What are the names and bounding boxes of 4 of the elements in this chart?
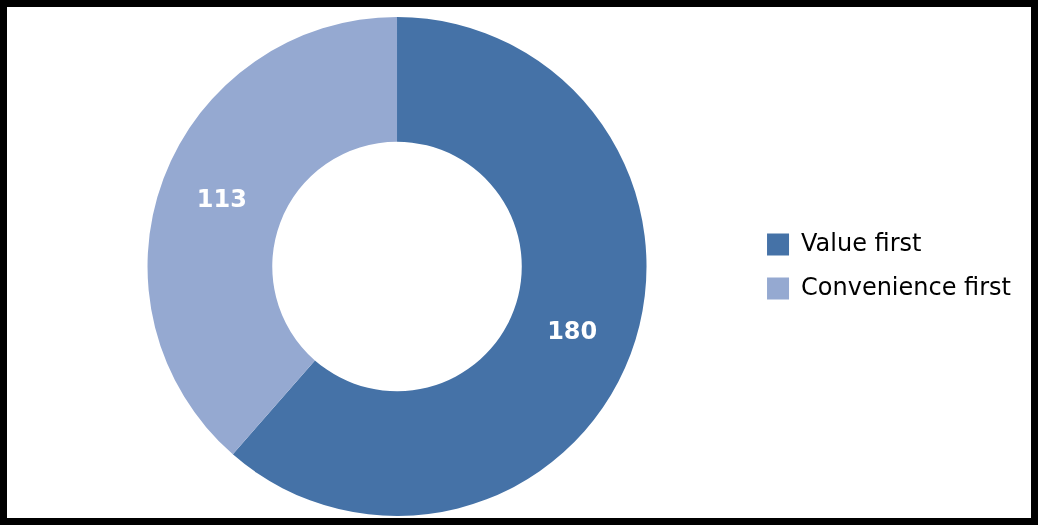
data-label: 113 <box>196 184 247 213</box>
legend-label: Value first <box>801 228 922 257</box>
data-label: 180 <box>547 316 598 345</box>
legend-label: Convenience first <box>801 272 1011 301</box>
